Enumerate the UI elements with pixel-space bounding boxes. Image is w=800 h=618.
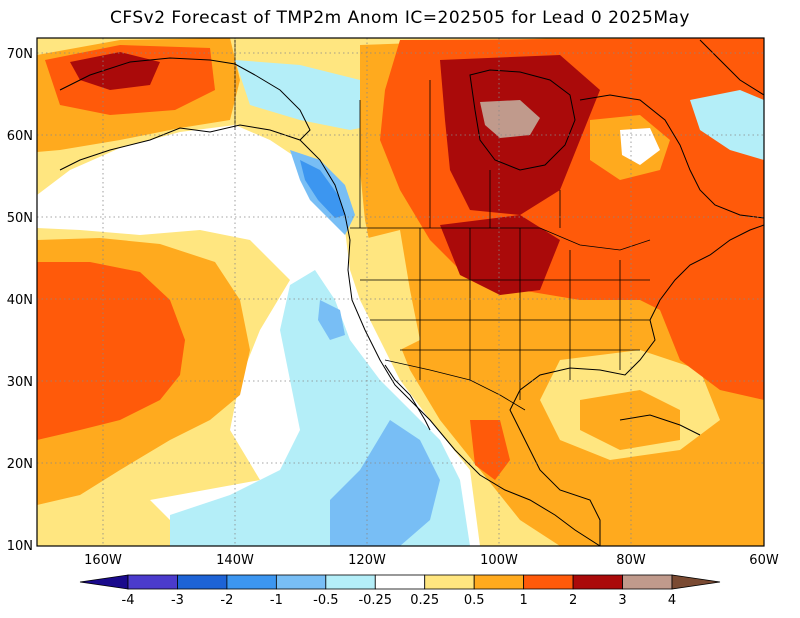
colorbar-swatch [473,574,525,590]
colorbar-swatch [275,574,327,590]
graticule [37,38,764,546]
colorbar-label: -4 [122,593,135,608]
colorbar-swatch [572,574,623,590]
border-states-2 [360,279,650,351]
colorbar-label: 3 [618,593,626,608]
colorbar-swatch [523,574,574,590]
map-frame [36,37,765,547]
colorbar-label: -3 [171,593,184,608]
colorbar-label: -2 [220,593,233,608]
colorbar-label: 4 [668,593,676,608]
colorbar-label: -0.5 [313,593,338,608]
blue-deep-coast [300,160,345,218]
greenland-white [690,90,764,160]
lon-label: 60W [749,553,779,568]
colorbar: -4 -3 -2 -1 -0.5 -0.25 0.25 0.5 1 2 3 4 [79,574,721,608]
borders [234,40,651,411]
colorbar-swatch [325,574,376,590]
lat-label: 10N [7,539,33,554]
map-title: CFSv2 Forecast of TMP2m Anom IC=202505 f… [110,8,690,28]
hudson-peak [480,100,540,138]
colorbar-label: 0.25 [410,593,439,608]
blue-pacific-mid [318,300,345,340]
lat-label: 20N [7,457,33,472]
colorbar-swatch [622,574,673,590]
colorbar-arrow-low [79,574,129,590]
coast-cuba [619,414,701,436]
colorbar-label: 2 [569,593,577,608]
border-us-canada [350,227,651,251]
lon-label: 120W [348,553,386,568]
colorbar-label: 0.5 [464,593,485,608]
border-provinces [359,80,561,228]
lat-label: 30N [7,375,33,390]
lat-labels: 70N 60N 50N 40N 30N 20N 10N [7,47,33,554]
atlantic-red [660,300,764,400]
coast-baja [384,364,431,431]
colorbar-label: -0.25 [358,593,392,608]
colorbar-swatch [177,574,228,590]
caribbean-orange [580,390,680,450]
labrador-white [620,128,660,165]
lat-label: 70N [7,47,33,62]
coast-hudson [469,69,576,171]
lon-label: 80W [616,553,646,568]
lat-label: 50N [7,211,33,226]
coast-alaska [59,57,311,171]
colorbar-swatch [424,574,475,590]
border-states-1 [419,228,621,400]
lon-label: 140W [216,553,254,568]
coast-pacific-na [299,139,601,546]
blue-core [330,420,440,546]
colorbar-label: 1 [519,593,527,608]
red-west-pacific [37,262,185,440]
lat-label: 60N [7,129,33,144]
colorbar-swatch [374,574,426,590]
coast-greenland [699,39,764,96]
lat-label: 40N [7,293,33,308]
lon-label: 160W [84,553,122,568]
coast-atlantic [649,224,764,321]
colorbar-swatch [226,574,277,590]
mexico-red [470,420,510,480]
lon-label: 100W [480,553,518,568]
anomaly-field [37,38,764,546]
colorbar-label: -1 [270,593,283,608]
colorbar-arrow-high [671,574,721,590]
colorbar-swatch [127,574,178,590]
coast-labrador [579,94,764,219]
lon-labels: 160W 140W 120W 100W 80W 60W [84,553,779,568]
